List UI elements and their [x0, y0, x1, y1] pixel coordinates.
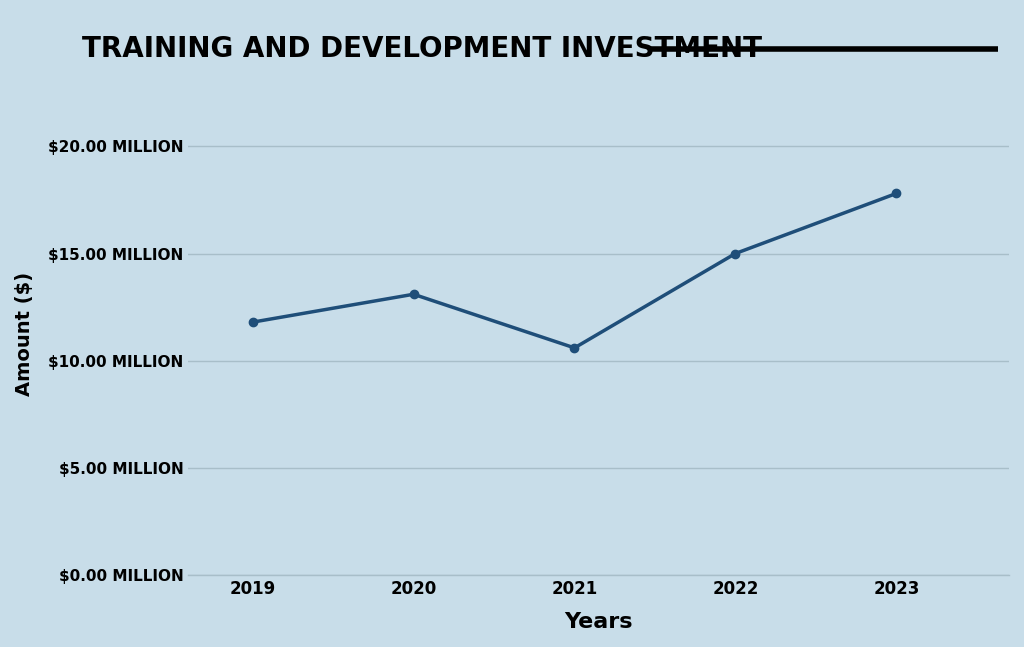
- Text: TRAINING AND DEVELOPMENT INVESTMENT: TRAINING AND DEVELOPMENT INVESTMENT: [82, 34, 762, 63]
- X-axis label: Years: Years: [564, 612, 633, 632]
- Y-axis label: Amount ($): Amount ($): [15, 272, 34, 396]
